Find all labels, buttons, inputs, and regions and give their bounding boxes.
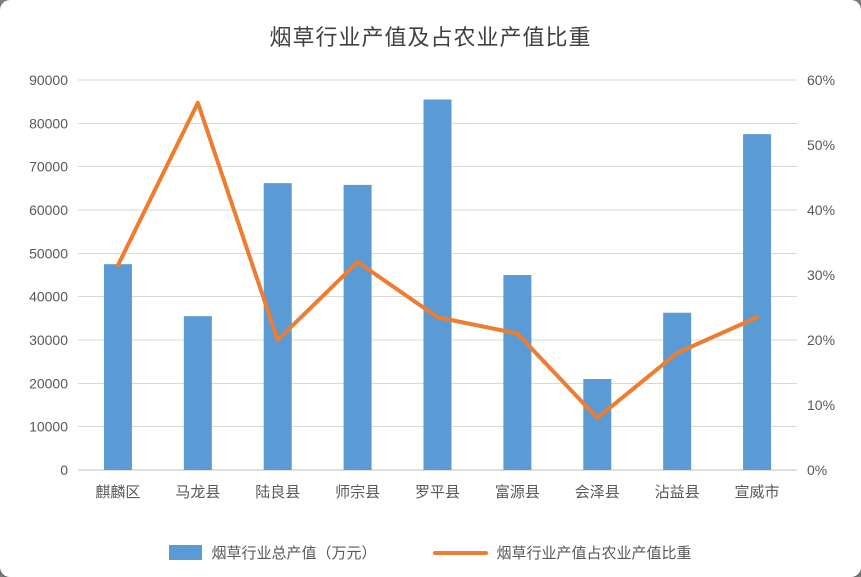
combo-chart-plot: 0 10000 20000 30000 40000 50000 60000 70000 8000… [29, 72, 835, 501]
legend-item-line-series: 烟草行业产值占农业产值比重 [432, 542, 692, 563]
left-axis-tick-label: 60000 [29, 202, 68, 218]
chart-title: 烟草行业产值及占农业产值比重 [269, 25, 592, 50]
left-axis-tick-label: 10000 [29, 419, 68, 435]
left-axis-tick-label: 40000 [29, 289, 68, 305]
left-axis-tick-label: 0 [60, 462, 68, 478]
left-axis-tick-label: 80000 [29, 115, 68, 131]
legend-swatch-bar [169, 545, 203, 560]
left-axis-tick-label: 70000 [29, 159, 68, 175]
bar [503, 275, 532, 470]
category-label: 会泽县 [575, 484, 620, 501]
legend-swatch-line [432, 550, 488, 555]
left-axis-tick-label: 30000 [29, 332, 68, 348]
bar [103, 264, 132, 470]
category-label: 罗平县 [415, 484, 460, 501]
chart-legend: 烟草行业总产值（万元） 烟草行业产值占农业产值比重 [0, 542, 861, 563]
left-axis-tick-label: 20000 [29, 375, 68, 391]
category-label: 沾益县 [655, 484, 700, 501]
category-label: 马龙县 [175, 484, 220, 501]
legend-label-line-series: 烟草行业产值占农业产值比重 [496, 545, 692, 562]
bar [183, 316, 212, 470]
right-axis-tick-label: 60% [807, 72, 835, 88]
legend-label-bar-series: 烟草行业总产值（万元） [211, 545, 377, 562]
left-axis-tick-label: 50000 [29, 245, 68, 261]
right-axis-tick-label: 40% [807, 202, 835, 218]
right-axis-tick-label: 30% [807, 267, 835, 283]
bar [423, 99, 452, 470]
bar [743, 134, 772, 470]
category-label: 师宗县 [335, 483, 380, 501]
bar [263, 183, 292, 470]
right-axis-tick-label: 10% [807, 397, 835, 413]
right-axis-tick-label: 0% [807, 462, 827, 478]
category-label: 麒麟区 [95, 484, 140, 501]
bar [343, 184, 372, 470]
right-axis-tick-label: 50% [807, 137, 835, 153]
category-label: 陆良县 [255, 484, 300, 501]
category-label: 富源县 [495, 483, 540, 501]
legend-item-bar-series: 烟草行业总产值（万元） [169, 542, 377, 563]
category-label: 宣威市 [735, 484, 780, 501]
right-axis-tick-label: 20% [807, 332, 835, 348]
line-series [115, 100, 760, 420]
left-axis-tick-label: 90000 [29, 72, 68, 88]
bar [663, 312, 692, 470]
bar [583, 379, 612, 470]
